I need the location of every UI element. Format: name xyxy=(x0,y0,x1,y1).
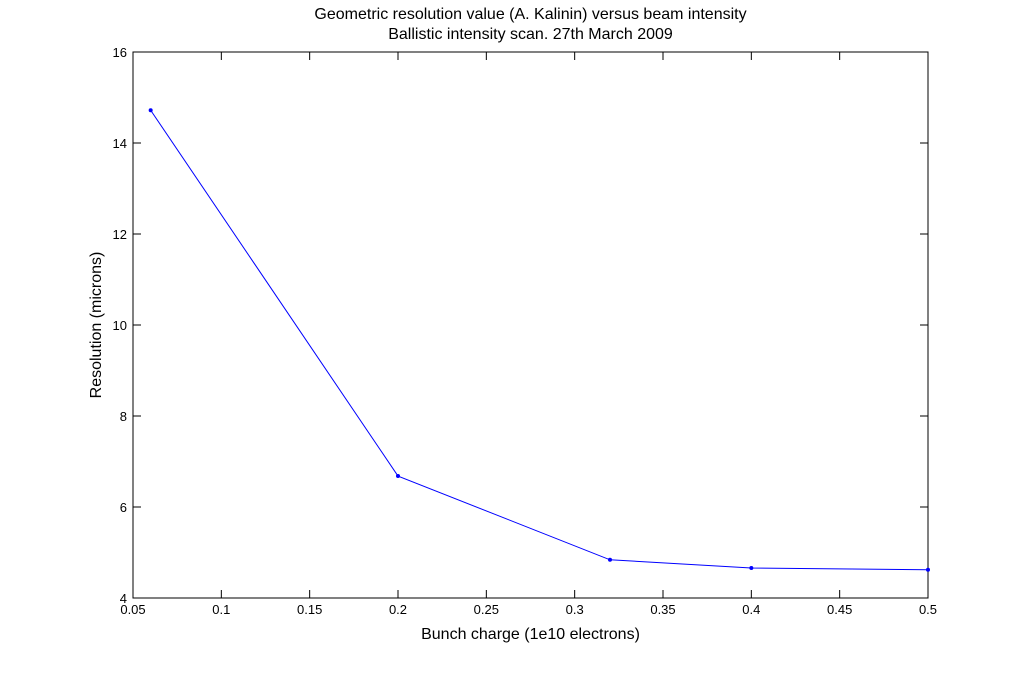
x-tick-label: 0.2 xyxy=(389,602,407,617)
y-tick-label: 16 xyxy=(113,45,127,60)
y-tick-label: 8 xyxy=(120,409,127,424)
x-tick-label: 0.25 xyxy=(474,602,499,617)
x-tick-label: 0.4 xyxy=(742,602,760,617)
y-axis-ticks: 4 6 8 10 12 14 16 xyxy=(113,45,928,606)
y-tick-label: 4 xyxy=(120,591,127,606)
y-axis-label: Resolution (microns) xyxy=(88,252,105,399)
x-axis-label: Bunch charge (1e10 electrons) xyxy=(421,626,640,643)
y-tick-label: 10 xyxy=(113,318,127,333)
chart-subtitle: Ballistic intensity scan. 27th March 200… xyxy=(388,26,673,43)
y-tick-label: 6 xyxy=(120,500,127,515)
x-tick-label: 0.45 xyxy=(827,602,852,617)
data-point xyxy=(926,567,930,572)
x-tick-label: 0.3 xyxy=(566,602,584,617)
x-tick-label: 0.05 xyxy=(120,602,145,617)
y-tick-label: 12 xyxy=(113,227,127,242)
data-point xyxy=(148,108,153,113)
data-point xyxy=(396,474,400,479)
plot-frame xyxy=(132,51,929,599)
series-layer xyxy=(148,108,930,572)
chart-title: Geometric resolution value (A. Kalinin) … xyxy=(314,6,746,23)
x-tick-label: 0.35 xyxy=(650,602,675,617)
x-tick-label: 0.15 xyxy=(297,602,322,617)
x-tick-label: 0.1 xyxy=(212,602,230,617)
plot-area: 0.05 0.1 0.15 0.2 0.25 0.3 0.35 0.4 0.45 0.5 4 6 8 1… xyxy=(113,45,938,617)
x-tick-label: 0.5 xyxy=(919,602,937,617)
y-tick-label: 14 xyxy=(113,136,127,151)
data-point xyxy=(608,557,612,562)
data-point xyxy=(749,565,754,570)
x-axis-ticks: 0.05 0.1 0.15 0.2 0.25 0.3 0.35 0.4 0.45 0.5 xyxy=(120,52,937,617)
